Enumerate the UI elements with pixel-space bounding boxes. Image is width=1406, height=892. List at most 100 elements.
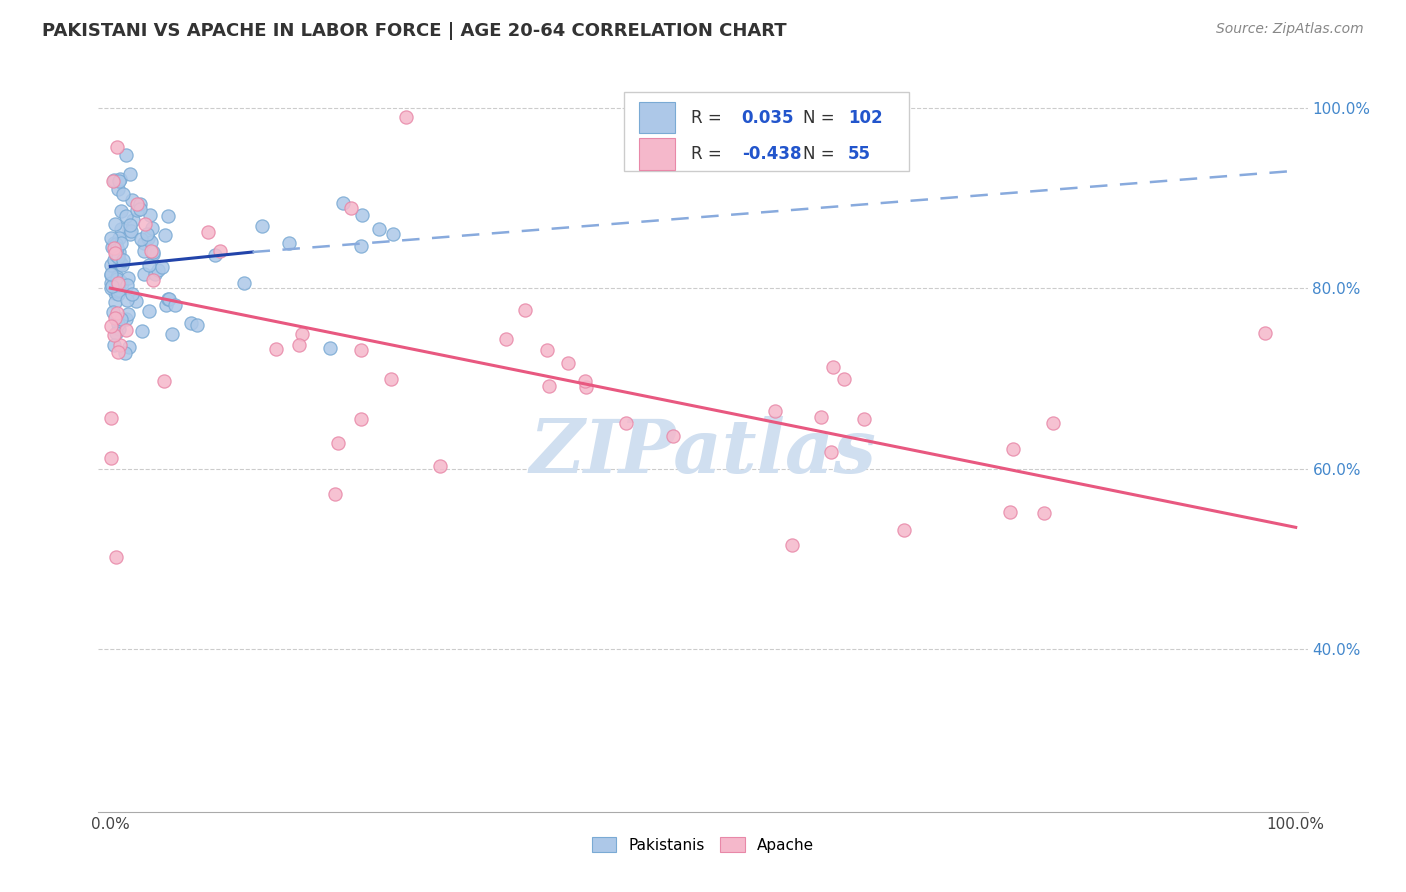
- Point: [350, 239, 373, 253]
- Point: [157, 292, 180, 306]
- Point: [197, 225, 219, 239]
- Point: [105, 237, 128, 252]
- Point: [108, 172, 131, 186]
- Point: [104, 326, 127, 340]
- Point: [108, 274, 131, 288]
- Point: [101, 304, 124, 318]
- Point: [763, 403, 786, 417]
- Point: [108, 231, 131, 245]
- Point: [146, 263, 169, 277]
- Point: [232, 276, 254, 290]
- Point: [127, 197, 149, 211]
- Point: [120, 167, 142, 181]
- Point: [139, 235, 162, 249]
- Legend: Pakistanis, Apache: Pakistanis, Apache: [585, 829, 821, 860]
- Point: [1042, 417, 1064, 431]
- Point: [141, 221, 163, 235]
- Point: [574, 375, 596, 389]
- Point: [143, 267, 166, 281]
- Point: [575, 380, 598, 394]
- Point: [107, 250, 129, 264]
- Point: [132, 244, 155, 259]
- Point: [101, 173, 124, 187]
- Point: [893, 523, 915, 537]
- Point: [108, 257, 131, 271]
- Point: [121, 286, 143, 301]
- Point: [350, 412, 373, 426]
- Point: [131, 324, 153, 338]
- Point: [103, 235, 125, 250]
- Point: [103, 241, 125, 255]
- Point: [100, 258, 122, 272]
- Point: [107, 287, 129, 301]
- Point: [111, 258, 134, 272]
- Text: Source: ZipAtlas.com: Source: ZipAtlas.com: [1216, 22, 1364, 37]
- FancyBboxPatch shape: [624, 93, 908, 171]
- Point: [142, 244, 165, 259]
- Text: 55: 55: [848, 145, 872, 162]
- Point: [277, 235, 299, 250]
- Point: [120, 224, 142, 238]
- Point: [100, 281, 122, 295]
- Text: R =: R =: [690, 145, 727, 162]
- Point: [104, 245, 127, 260]
- Point: [381, 227, 404, 241]
- Point: [108, 173, 131, 187]
- Point: [153, 228, 176, 243]
- Point: [104, 218, 127, 232]
- Point: [780, 538, 803, 552]
- Point: [114, 345, 136, 359]
- Point: [186, 318, 208, 333]
- Point: [152, 374, 174, 388]
- Point: [810, 410, 832, 425]
- Point: [115, 293, 138, 307]
- Point: [121, 193, 143, 207]
- Point: [118, 219, 141, 233]
- Point: [350, 208, 373, 222]
- Point: [107, 276, 129, 290]
- Point: [513, 303, 536, 318]
- Point: [110, 204, 132, 219]
- Text: -0.438: -0.438: [742, 145, 801, 162]
- Point: [107, 182, 129, 196]
- Point: [125, 293, 148, 308]
- Point: [380, 372, 402, 386]
- Point: [332, 196, 354, 211]
- Point: [264, 343, 287, 357]
- Point: [100, 279, 122, 293]
- Point: [537, 379, 560, 393]
- Point: [114, 209, 136, 223]
- Point: [139, 244, 162, 258]
- Point: [107, 344, 129, 359]
- Point: [160, 326, 183, 341]
- Point: [429, 458, 451, 473]
- Point: [1253, 326, 1275, 341]
- Point: [288, 338, 311, 352]
- Point: [204, 248, 226, 262]
- Point: [100, 267, 122, 281]
- Point: [832, 372, 855, 386]
- Point: [157, 292, 180, 306]
- Point: [101, 240, 124, 254]
- Point: [142, 246, 165, 260]
- Point: [155, 297, 177, 311]
- Point: [103, 338, 125, 352]
- Point: [1000, 505, 1022, 519]
- Point: [100, 268, 122, 282]
- Text: N =: N =: [803, 109, 841, 127]
- Point: [536, 343, 558, 358]
- Point: [614, 417, 637, 431]
- Point: [100, 231, 122, 245]
- Point: [103, 327, 125, 342]
- Point: [112, 187, 135, 202]
- Point: [107, 317, 129, 331]
- Point: [103, 173, 125, 187]
- Point: [662, 429, 685, 443]
- Point: [142, 273, 165, 287]
- Point: [110, 222, 132, 236]
- Point: [208, 244, 231, 259]
- Point: [250, 219, 273, 234]
- Point: [104, 311, 127, 326]
- Point: [319, 341, 342, 355]
- Point: [108, 254, 131, 268]
